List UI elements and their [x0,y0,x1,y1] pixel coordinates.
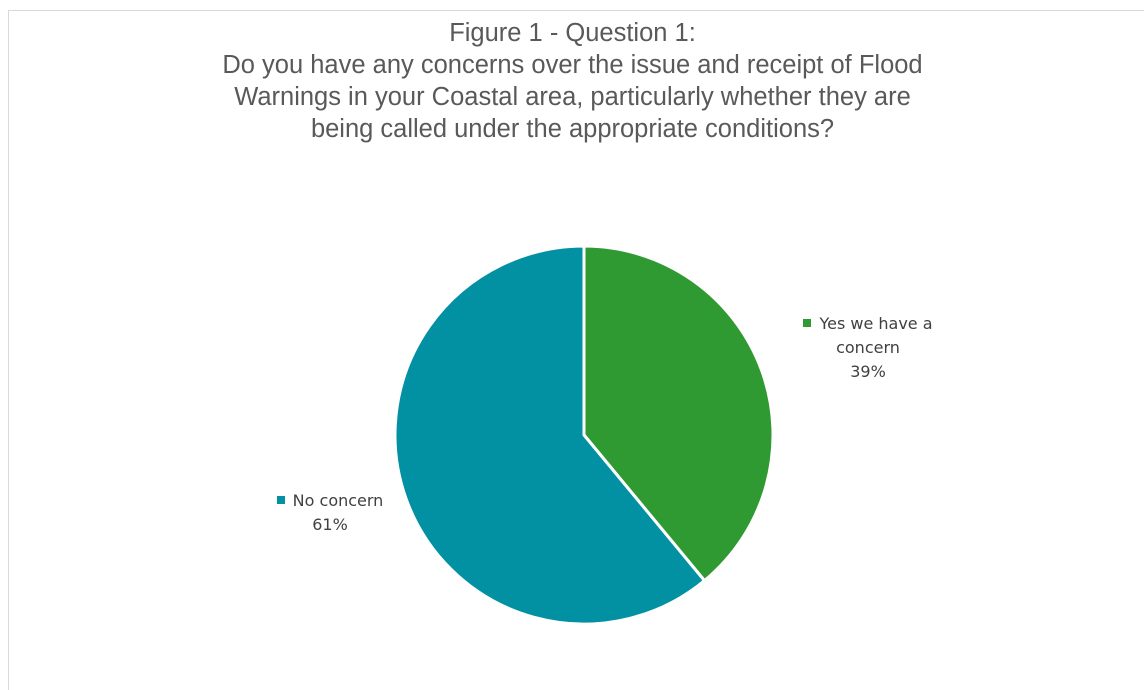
data-label-yes-percent: 39% [850,362,886,381]
pie-slice-yes [582,244,775,583]
data-label-no-line1: No concern [210,489,450,513]
data-label-yes-line1: Yes we have a [768,312,968,336]
chart-title: Figure 1 - Question 1: Do you have any c… [0,17,1145,145]
data-label-yes: Yes we have a concern 39% [768,312,968,384]
chart-title-line: Warnings in your Coastal area, particula… [234,83,911,111]
chart-title-line: Do you have any concerns over the issue … [222,51,923,79]
data-label-no-percent: 61% [312,515,348,534]
data-label-yes-category-2: concern [836,338,900,357]
legend-key-yes [803,319,812,327]
chart-title-line: being called under the appropriate condi… [310,115,835,143]
pie-slice-no [393,244,706,626]
legend-key-no [276,496,285,504]
chart-area [8,10,1144,690]
pie-slices [393,244,775,626]
pie-chart [393,244,775,626]
data-label-no: No concern 61% [210,489,450,537]
data-label-no-category: No concern [292,491,384,510]
data-label-yes-category-1: Yes we have a [819,314,933,333]
chart-title-line: Figure 1 - Question 1: [449,19,696,47]
